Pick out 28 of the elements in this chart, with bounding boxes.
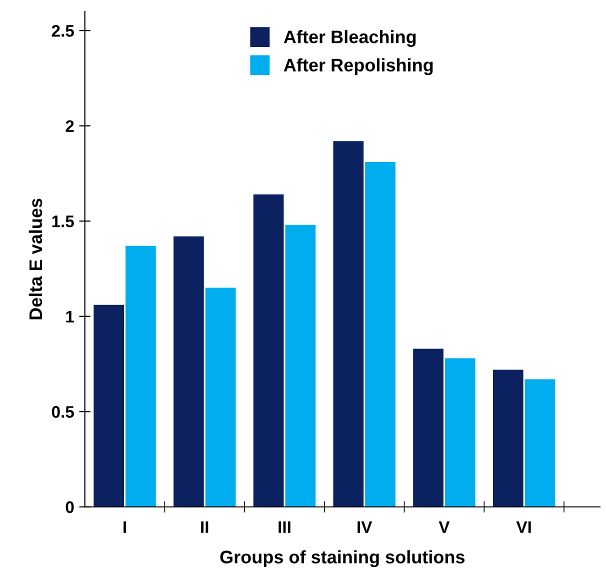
- bar: [492, 370, 524, 507]
- y-tick-label: 1.5: [52, 216, 74, 228]
- bar: [285, 224, 316, 507]
- bar: [444, 358, 476, 507]
- bar: [524, 379, 556, 507]
- x-tick-label: VI: [516, 521, 531, 533]
- y-tick-label: 2.5: [52, 24, 74, 37]
- bar: [126, 246, 156, 507]
- x-tick-label: IV: [358, 521, 372, 533]
- legend-label: After Bleaching: [284, 30, 416, 47]
- y-tick-label: 0.5: [52, 406, 74, 418]
- x-tick-label: III: [278, 521, 290, 533]
- legend-label: After Repolishing: [284, 58, 433, 76]
- x-tick-label: V: [438, 521, 450, 533]
- x-tick-label: I: [124, 521, 126, 533]
- bar: [413, 348, 444, 507]
- bar: [365, 162, 396, 507]
- bar: [94, 304, 124, 507]
- x-tick-label: II: [201, 521, 208, 533]
- y-tick-label: 1: [66, 310, 74, 322]
- x-axis-title: Groups of staining solutions: [220, 550, 465, 568]
- bar: [253, 194, 284, 507]
- y-tick-label: 0: [66, 501, 74, 514]
- bar: [174, 236, 204, 507]
- bar: [205, 288, 236, 507]
- y-tick-label: 2: [66, 120, 74, 132]
- bar: [333, 141, 364, 507]
- y-axis-title: Delta E values: [28, 198, 42, 320]
